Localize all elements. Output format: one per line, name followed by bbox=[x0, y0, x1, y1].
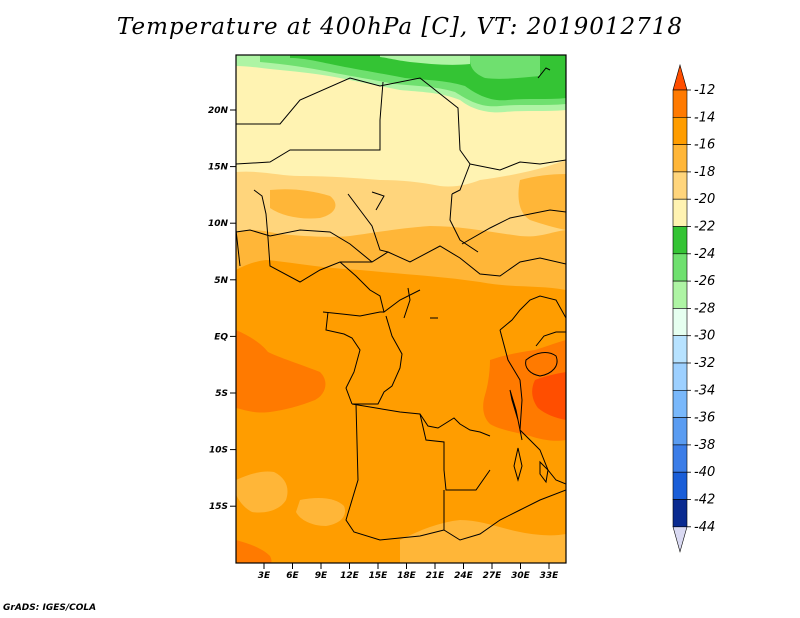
colorbar-swatch bbox=[672, 499, 688, 528]
colorbar-label: -22 bbox=[694, 220, 715, 235]
colorbar-swatch bbox=[672, 253, 688, 282]
lon-label: 15E bbox=[369, 571, 389, 581]
latitude-axis: 20N 15N 10N 5N EQ 5S 10S 15S bbox=[208, 106, 236, 512]
colorbar-label: -30 bbox=[694, 329, 715, 344]
grads-credit: GrADS: IGES/COLA bbox=[3, 603, 97, 613]
lon-label: 30E bbox=[511, 571, 531, 581]
colorbar-swatch bbox=[672, 335, 688, 364]
colorbar-label: -34 bbox=[694, 383, 715, 398]
colorbar-label: -40 bbox=[694, 465, 715, 480]
colorbar-swatch bbox=[672, 417, 688, 446]
colorbar-swatch bbox=[672, 444, 688, 473]
lat-label: 15N bbox=[208, 163, 229, 173]
colorbar-top-arrow bbox=[672, 63, 688, 91]
colorbar-label: -44 bbox=[694, 520, 715, 535]
colorbar-swatch bbox=[672, 471, 688, 500]
colorbar-label: -24 bbox=[694, 247, 715, 262]
lat-label: 20N bbox=[208, 106, 229, 116]
colorbar-label: -16 bbox=[694, 138, 715, 153]
lat-label: 5S bbox=[215, 389, 228, 399]
colorbar-bottom-arrow bbox=[672, 526, 688, 553]
map-title: Temperature at 400hPa [C], VT: 201901271… bbox=[116, 14, 684, 40]
colorbar-label: -38 bbox=[694, 438, 715, 453]
lon-label: 21E bbox=[426, 571, 446, 581]
colorbar-label: -18 bbox=[694, 165, 715, 180]
map-frame bbox=[235, 54, 567, 564]
colorbar-label: -20 bbox=[694, 192, 715, 207]
colorbar-label: -26 bbox=[694, 274, 715, 289]
temperature-field bbox=[236, 55, 566, 563]
colorbar-swatch bbox=[672, 308, 688, 336]
lon-label: 33E bbox=[540, 571, 560, 581]
lon-label: 27E bbox=[483, 571, 503, 581]
lat-label: 15S bbox=[209, 502, 228, 512]
colorbar-swatch bbox=[672, 171, 688, 200]
colorbar-label: -12 bbox=[694, 83, 715, 98]
longitude-axis: 3E 6E 9E 12E 15E 18E 21E 24E 27E 30E 33E bbox=[258, 563, 559, 581]
colorbar-swatch bbox=[672, 144, 688, 173]
lon-label: 12E bbox=[340, 571, 360, 581]
lon-label: 6E bbox=[286, 571, 299, 581]
colorbar-swatch bbox=[672, 226, 688, 255]
colorbar-swatch bbox=[672, 89, 688, 118]
colorbar: -12 -14 -16 -18 -20 -22 -24 -26 -28 -30 -32 -34 -36 -… bbox=[672, 63, 715, 553]
lat-label: 5N bbox=[214, 276, 228, 286]
colorbar-label: -42 bbox=[694, 493, 715, 508]
colorbar-swatch bbox=[672, 280, 688, 309]
lat-label: 10S bbox=[209, 446, 228, 456]
colorbar-swatch bbox=[672, 362, 688, 391]
lon-label: 18E bbox=[397, 571, 417, 581]
colorbar-label: -14 bbox=[694, 110, 715, 125]
lat-label: 10N bbox=[208, 219, 229, 229]
lon-label: 3E bbox=[258, 571, 271, 581]
colorbar-label: -36 bbox=[694, 411, 715, 426]
lon-label: 24E bbox=[454, 571, 474, 581]
country-borders bbox=[236, 77, 566, 541]
colorbar-swatch bbox=[672, 117, 688, 145]
colorbar-swatch bbox=[672, 198, 688, 227]
lon-label: 9E bbox=[315, 571, 328, 581]
colorbar-swatch bbox=[672, 389, 688, 418]
lat-label: EQ bbox=[214, 332, 228, 342]
lakes bbox=[430, 67, 558, 484]
colorbar-label: -28 bbox=[694, 301, 715, 316]
colorbar-label: -32 bbox=[694, 356, 715, 371]
